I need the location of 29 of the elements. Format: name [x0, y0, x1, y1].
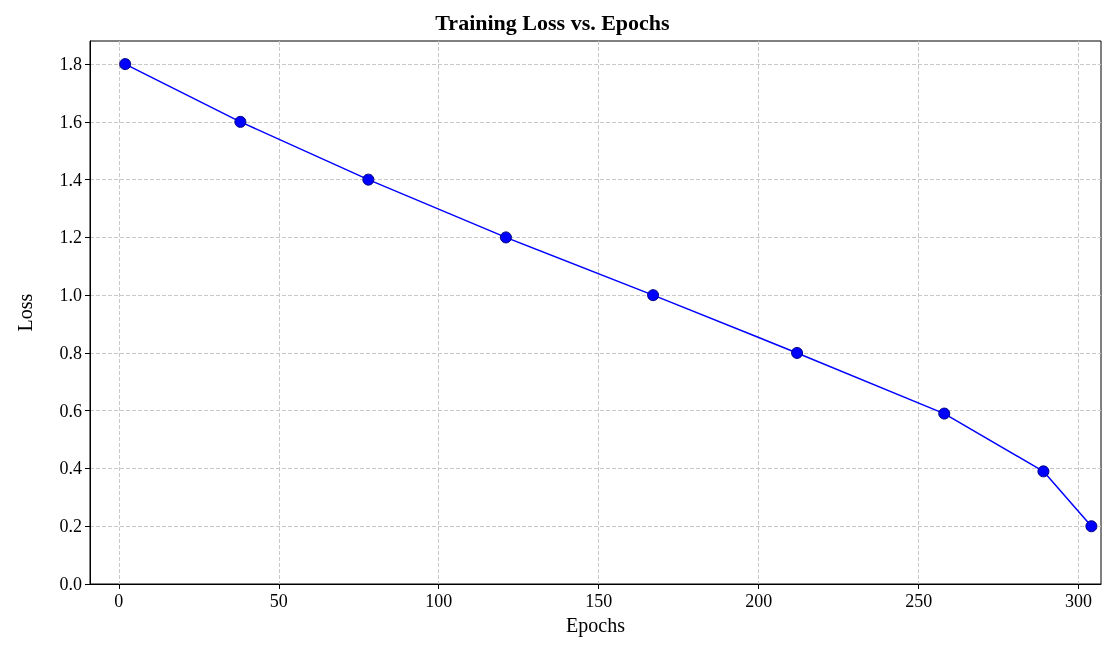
- x-tick-label: 250: [905, 591, 933, 611]
- point: [234, 115, 247, 128]
- x-tick-label: 100: [425, 591, 453, 611]
- x-tick-label: 0: [114, 591, 124, 611]
- x-tick-label: 200: [745, 591, 773, 611]
- point: [499, 231, 512, 244]
- x-tick-label: 300: [1065, 591, 1093, 611]
- y-tick-label: 0.6: [59, 400, 82, 421]
- y-tick-label: 0.0: [59, 574, 82, 594]
- y-tick-label: 0.2: [59, 516, 82, 537]
- y-tick-label: 1.2: [59, 227, 82, 248]
- x-tick-label: 50: [269, 591, 288, 611]
- point: [362, 173, 375, 186]
- y-tick-label: 1.4: [59, 169, 82, 190]
- y-tick-label: 0.4: [59, 458, 82, 479]
- point: [119, 58, 132, 71]
- y-tick-label: 1.6: [59, 111, 82, 132]
- chart-title: Training Loss vs. Epochs: [435, 9, 671, 35]
- y-axis-title: Loss: [14, 293, 36, 332]
- point: [647, 289, 660, 302]
- point: [1085, 520, 1098, 533]
- y-tick-label: 1.8: [59, 54, 82, 75]
- y-tick-label: 1.0: [59, 285, 82, 306]
- point: [938, 407, 951, 420]
- point: [1037, 465, 1050, 478]
- point: [791, 346, 804, 359]
- x-axis-title: Epochs: [566, 613, 626, 637]
- y-tick-label: 0.8: [59, 342, 82, 363]
- x-tick-label: 150: [585, 591, 613, 611]
